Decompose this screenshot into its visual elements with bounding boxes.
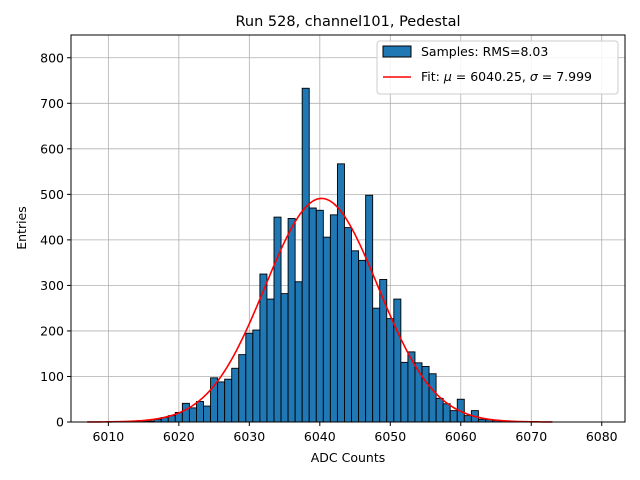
y-tick-label: 500 [40, 187, 64, 202]
histogram-bar [238, 354, 247, 423]
histogram-bar [196, 401, 204, 423]
histogram-bar [301, 87, 310, 423]
histogram-bar [315, 209, 324, 423]
histogram-bars [139, 87, 508, 423]
x-tick-label: 6020 [163, 429, 195, 444]
y-tick-label: 600 [40, 141, 64, 156]
y-tick-label: 200 [40, 323, 64, 338]
y-tick-label: 400 [40, 232, 64, 247]
histogram-bar [421, 366, 430, 423]
histogram-bar [188, 407, 197, 423]
y-tick-label: 0 [56, 415, 64, 430]
histogram-bar [252, 329, 261, 423]
x-tick-label: 6080 [586, 429, 618, 444]
histogram-bar [245, 332, 254, 423]
histogram-bar [329, 214, 338, 423]
legend-box [376, 40, 619, 95]
y-axis-label: Entries [14, 206, 29, 250]
histogram-bar [294, 281, 303, 423]
histogram-bar [308, 207, 317, 423]
histogram-bar [266, 298, 275, 423]
y-tick-label: 300 [40, 278, 64, 293]
histogram-bar [287, 218, 296, 423]
histogram-bar [400, 361, 409, 423]
plot-frame [70, 34, 626, 423]
y-tick-label: 100 [40, 369, 64, 384]
histogram-bar [463, 415, 472, 423]
y-tick-label: 700 [40, 96, 64, 111]
histogram-bar [386, 318, 395, 423]
histogram-bar [428, 373, 437, 423]
x-tick-label: 6060 [445, 429, 477, 444]
histogram-bar [393, 298, 402, 423]
histogram-bar [351, 250, 360, 423]
histogram-bar [344, 227, 352, 423]
histogram-bar [217, 381, 226, 423]
histogram-bar [203, 405, 212, 423]
x-tick-label: 6010 [92, 429, 124, 444]
y-axis-ticks: 0 100 200 300 400 500 600 700 800 [40, 50, 71, 430]
x-tick-label: 6070 [515, 429, 547, 444]
legend-label-fit: Fit: μ = 6040.25, σ = 7.999 [421, 69, 592, 84]
legend-patch-samples [382, 45, 412, 58]
histogram-bar [322, 236, 331, 423]
x-axis-label: ADC Counts [311, 450, 386, 465]
histogram-bar [273, 216, 282, 423]
legend: Samples: RMS=8.03 Fit: μ = 6040.25, σ = … [376, 40, 619, 95]
chart-title: Run 528, channel101, Pedestal [235, 14, 460, 30]
gaussian-fit-curve [87, 197, 553, 423]
x-tick-label: 6040 [304, 429, 336, 444]
legend-label-samples: Samples: RMS=8.03 [421, 44, 548, 59]
x-tick-label: 6030 [233, 429, 265, 444]
histogram-bar [336, 163, 345, 423]
histogram-bar [435, 397, 444, 423]
histogram-bar [372, 307, 381, 423]
histogram-bar [280, 293, 289, 423]
histogram-bar [231, 367, 240, 423]
histogram-bar [224, 378, 233, 423]
histogram-bar [365, 194, 374, 423]
histogram-bar [449, 410, 458, 423]
histogram-bar [358, 259, 367, 423]
x-axis-ticks: 6010 6020 6030 6040 6050 6060 6070 6080 [92, 422, 618, 444]
histogram-bar [442, 403, 451, 423]
histogram-bar [181, 402, 190, 423]
y-tick-label: 800 [40, 50, 64, 65]
x-tick-label: 6050 [374, 429, 406, 444]
